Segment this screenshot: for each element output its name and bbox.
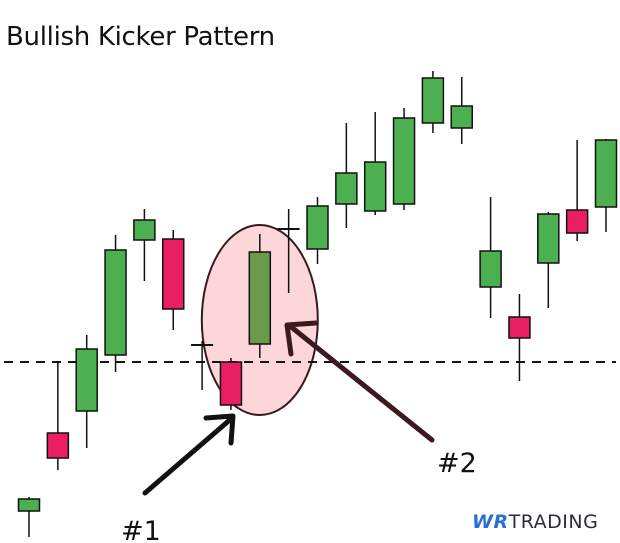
candle-9 [248,234,272,358]
bullish-candle-body [421,77,445,124]
bearish-candle-body [565,209,589,234]
bearish-candle-body [219,361,243,406]
bullish-candle-body [450,105,473,129]
candle-11 [306,197,329,264]
bullish-candle-body [392,117,416,205]
candle-5 [133,209,156,281]
candle-8 [219,358,243,410]
candle-16 [450,77,473,144]
bullish-candle-body [594,139,618,208]
bearish-candle-body [46,432,70,459]
wr-trading-logo: WRTRADING [472,511,598,533]
candle-1 [17,497,41,537]
candle-19 [537,212,560,308]
logo-wr: WR [472,511,509,533]
candle-6 [162,230,185,330]
bullish-candle-body [248,251,272,345]
candle-20 [565,140,589,241]
bullish-candle-body [75,348,98,412]
candle-12 [335,123,358,228]
annotation-label-1: #1 [121,516,161,543]
arrow-2 [284,320,435,443]
candle-7 [191,341,214,390]
candle-13 [363,112,387,215]
annotation-label-2: #2 [437,448,477,479]
bullish-candle-body [537,213,560,264]
bullish-candle-body [133,219,156,241]
bullish-candle-body [17,498,41,512]
candle-21 [594,139,618,232]
bullish-candle-body [335,172,358,205]
bullish-candle-body [306,205,329,250]
candle-4 [104,235,127,372]
bearish-candle-body [162,238,185,310]
bearish-candle-body [508,316,531,339]
logo-trading: TRADING [508,511,599,533]
candle-14 [392,108,416,210]
bullish-candle-body [479,250,502,288]
chart-title: Bullish Kicker Pattern [6,22,275,52]
candle-15 [421,71,445,133]
candle-10 [277,209,300,293]
candle-18 [508,294,531,381]
candle-3 [75,335,98,448]
candle-2 [46,362,70,470]
candle-17 [479,197,502,318]
bullish-candle-body [104,249,127,356]
bullish-candle-body [363,161,387,212]
arrow-1 [142,413,236,496]
